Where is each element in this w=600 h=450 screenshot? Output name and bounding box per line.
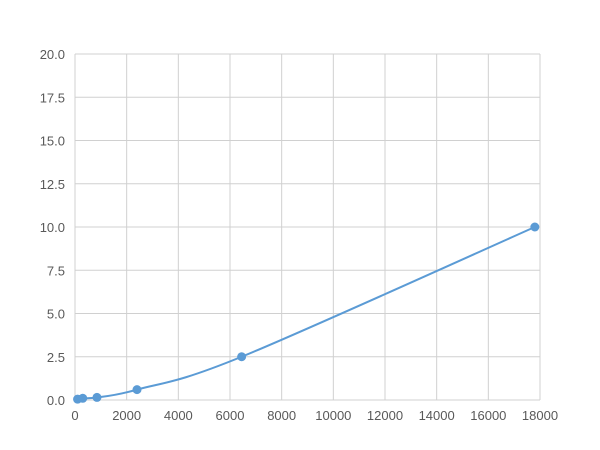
y-tick-label: 15.0 (40, 134, 65, 149)
y-tick-label: 10.0 (40, 220, 65, 235)
x-tick-label: 6000 (216, 408, 245, 423)
x-tick-label: 2000 (112, 408, 141, 423)
x-tick-label: 14000 (419, 408, 455, 423)
data-point (132, 385, 142, 395)
y-tick-label: 20.0 (40, 47, 65, 62)
y-tick-label: 5.0 (47, 307, 65, 322)
x-tick-label: 12000 (367, 408, 403, 423)
y-tick-label: 17.5 (40, 90, 65, 105)
x-tick-label: 10000 (315, 408, 351, 423)
y-tick-label: 7.5 (47, 263, 65, 278)
x-tick-label: 4000 (164, 408, 193, 423)
y-tick-label: 2.5 (47, 350, 65, 365)
series-points (73, 222, 540, 404)
y-tick-label: 0.0 (47, 393, 65, 408)
y-tick-label: 12.5 (40, 177, 65, 192)
x-tick-label: 0 (71, 408, 78, 423)
x-tick-label: 18000 (522, 408, 558, 423)
grid (74, 53, 541, 401)
data-point (92, 392, 102, 402)
x-tick-label: 16000 (470, 408, 506, 423)
data-point (78, 393, 88, 403)
data-point (237, 352, 247, 362)
data-point (530, 222, 540, 232)
tick-labels: 0 2000 4000 6000 8000 10000 12000 14000 16000 180… (40, 47, 558, 423)
x-tick-label: 8000 (267, 408, 296, 423)
